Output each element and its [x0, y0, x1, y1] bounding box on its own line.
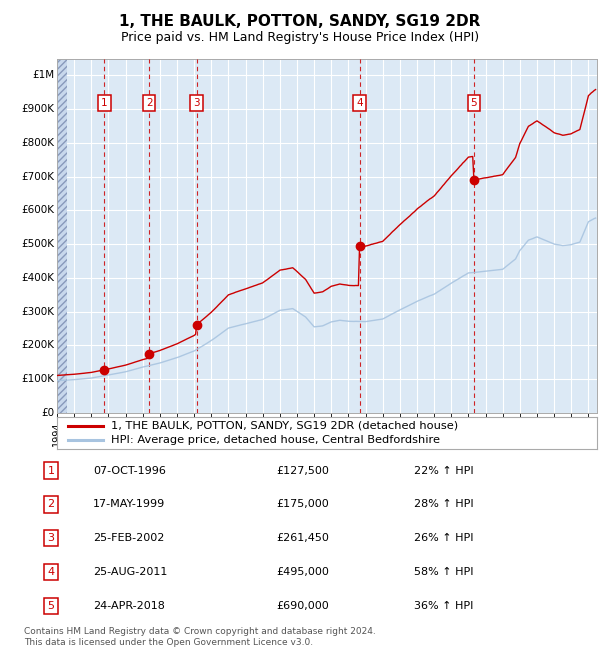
Text: £1M: £1M: [32, 70, 54, 81]
Text: £495,000: £495,000: [276, 567, 329, 577]
Text: £500K: £500K: [22, 239, 54, 249]
Text: £690,000: £690,000: [276, 601, 329, 611]
Text: 3: 3: [47, 533, 55, 543]
Text: £175,000: £175,000: [276, 499, 329, 510]
Text: £100K: £100K: [22, 374, 54, 384]
Text: £200K: £200K: [22, 340, 54, 350]
Text: £127,500: £127,500: [276, 465, 329, 476]
Text: 25-FEB-2002: 25-FEB-2002: [93, 533, 164, 543]
Text: £300K: £300K: [22, 307, 54, 317]
Text: 5: 5: [470, 98, 477, 108]
Text: 07-OCT-1996: 07-OCT-1996: [93, 465, 166, 476]
Text: £0: £0: [41, 408, 54, 418]
Text: 24-APR-2018: 24-APR-2018: [93, 601, 165, 611]
Text: 25-AUG-2011: 25-AUG-2011: [93, 567, 167, 577]
Text: 1, THE BAULK, POTTON, SANDY, SG19 2DR (detached house): 1, THE BAULK, POTTON, SANDY, SG19 2DR (d…: [111, 421, 458, 431]
Text: 1: 1: [47, 465, 55, 476]
Text: 58% ↑ HPI: 58% ↑ HPI: [414, 567, 473, 577]
Text: 26% ↑ HPI: 26% ↑ HPI: [414, 533, 473, 543]
Text: 36% ↑ HPI: 36% ↑ HPI: [414, 601, 473, 611]
Text: 2: 2: [47, 499, 55, 510]
Text: 28% ↑ HPI: 28% ↑ HPI: [414, 499, 473, 510]
Text: Contains HM Land Registry data © Crown copyright and database right 2024.
This d: Contains HM Land Registry data © Crown c…: [24, 627, 376, 647]
Text: Price paid vs. HM Land Registry's House Price Index (HPI): Price paid vs. HM Land Registry's House …: [121, 31, 479, 44]
Text: 22% ↑ HPI: 22% ↑ HPI: [414, 465, 473, 476]
Text: 4: 4: [47, 567, 55, 577]
Text: £600K: £600K: [22, 205, 54, 215]
Text: 5: 5: [47, 601, 55, 611]
Text: 1: 1: [101, 98, 108, 108]
Bar: [57, 58, 67, 413]
Text: 2: 2: [146, 98, 152, 108]
Text: 3: 3: [193, 98, 200, 108]
Text: £900K: £900K: [22, 104, 54, 114]
Text: £700K: £700K: [22, 172, 54, 181]
Text: 17-MAY-1999: 17-MAY-1999: [93, 499, 165, 510]
Text: 1, THE BAULK, POTTON, SANDY, SG19 2DR: 1, THE BAULK, POTTON, SANDY, SG19 2DR: [119, 14, 481, 29]
Text: HPI: Average price, detached house, Central Bedfordshire: HPI: Average price, detached house, Cent…: [111, 435, 440, 445]
Text: £400K: £400K: [22, 273, 54, 283]
Text: £261,450: £261,450: [276, 533, 329, 543]
Text: £800K: £800K: [22, 138, 54, 148]
Text: 4: 4: [356, 98, 363, 108]
